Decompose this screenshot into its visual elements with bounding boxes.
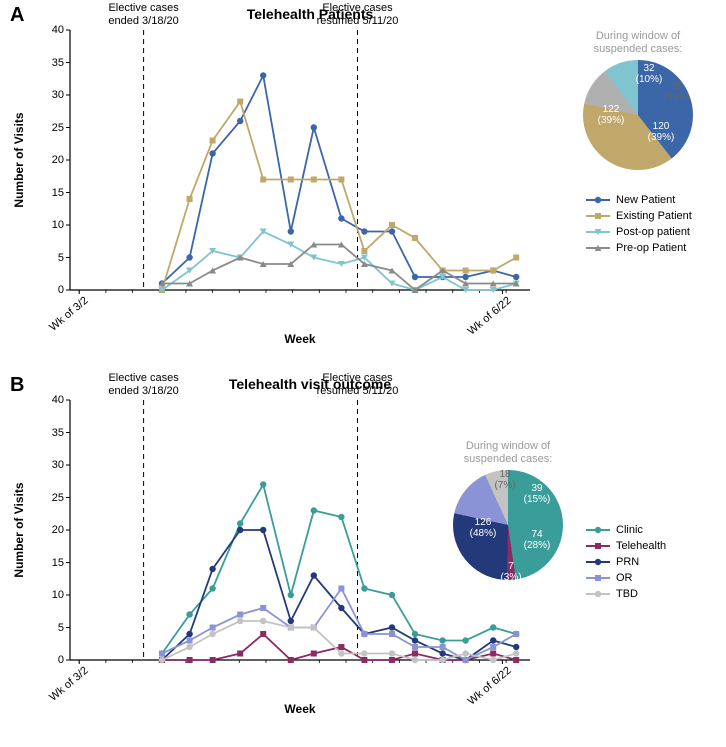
pie-a-caption-2: suspended cases: (594, 43, 683, 55)
pie-slice-label: 32(10%) (636, 63, 663, 85)
legend-item: PRN (586, 556, 716, 568)
pie-b-caption-2: suspended cases: (464, 453, 553, 465)
pie-slice-label: 122(39%) (598, 104, 625, 126)
panel-a-ylabel: Number of Visits (12, 30, 28, 290)
y-tick-label: 40 (34, 394, 70, 406)
pie-a-caption: During window of suspended cases: (568, 30, 708, 56)
legend-item: Post-op patient (586, 226, 716, 238)
y-tick-label: 30 (34, 89, 70, 101)
y-tick-label: 20 (34, 154, 70, 166)
pie-slice-label: 35(11%) (664, 81, 690, 103)
annotation-label: Elective casesresumed 5/11/20 (313, 372, 403, 398)
y-tick-label: 35 (34, 57, 70, 69)
y-tick-label: 5 (34, 252, 70, 264)
legend-item: Telehealth (586, 540, 716, 552)
pie-b-caption: During window of suspended cases: (438, 440, 578, 466)
annotation-label: Elective casesresumed 5/11/20 (313, 2, 403, 28)
panel-b: B Telehealth visit outcome Number of Vis… (0, 370, 726, 747)
legend-item: Existing Patient (586, 210, 716, 222)
legend-item: Pre-op Patient (586, 242, 716, 254)
legend-swatch (586, 556, 610, 568)
legend-swatch (586, 226, 610, 238)
legend-item: TBD (586, 588, 716, 600)
x-tick-label: Wk of 3/2 (44, 660, 91, 704)
legend-swatch (586, 242, 610, 254)
panel-a-xlabel: Week (70, 332, 530, 346)
legend-label: PRN (616, 556, 639, 568)
legend-label: Clinic (616, 524, 643, 536)
y-tick-label: 0 (34, 284, 70, 296)
panel-a: A Telehealth Patients Number of Visits 0… (0, 0, 726, 370)
y-tick-label: 10 (34, 589, 70, 601)
figure: A Telehealth Patients Number of Visits 0… (0, 0, 726, 747)
y-tick-label: 40 (34, 24, 70, 36)
legend-item: Clinic (586, 524, 716, 536)
annotation-label: Elective casesended 3/18/20 (99, 2, 189, 28)
pie-slice-label: 74(28%) (524, 529, 551, 551)
legend-swatch (586, 572, 610, 584)
y-tick-label: 35 (34, 427, 70, 439)
legend-item: New Patient (586, 194, 716, 206)
pie-b-caption-1: During window of (466, 440, 550, 452)
y-tick-label: 20 (34, 524, 70, 536)
y-tick-label: 15 (34, 187, 70, 199)
panel-a-pie-chart: 122(39%) 120(39%) 35(11%)32(10%) (583, 60, 693, 170)
panel-a-label: A (10, 4, 24, 27)
legend-label: OR (616, 572, 633, 584)
legend-label: TBD (616, 588, 638, 600)
y-tick-label: 5 (34, 622, 70, 634)
panel-a-plot: 0510152025303540Wk of 3/2Wk of 6/22Elect… (70, 30, 530, 290)
panel-b-pie-chart: 126(48%) 7(3%)74(28%) 39(15%) 18(7%) (453, 470, 563, 580)
panel-b-ylabel: Number of Visits (12, 400, 28, 660)
legend-label: New Patient (616, 194, 675, 206)
legend-swatch (586, 210, 610, 222)
panel-b-pie: During window of suspended cases: 126(48… (438, 440, 578, 580)
legend-swatch (586, 588, 610, 600)
legend-label: Pre-op Patient (616, 242, 686, 254)
panel-a-pie: During window of suspended cases: 122(39… (568, 30, 708, 170)
panel-b-legend: Clinic Telehealth PRN OR TBD (586, 520, 716, 604)
pie-slice-label: 18(7%) (494, 469, 515, 491)
panel-b-label: B (10, 374, 24, 397)
pie-slice-label: 120(39%) (648, 121, 675, 143)
annotation-label: Elective casesended 3/18/20 (99, 372, 189, 398)
y-tick-label: 30 (34, 459, 70, 471)
legend-label: Post-op patient (616, 226, 690, 238)
y-tick-label: 15 (34, 557, 70, 569)
legend-swatch (586, 540, 610, 552)
panel-a-legend: New Patient Existing Patient Post-op pat… (586, 190, 716, 258)
pie-slice-label: 7(3%) (500, 561, 521, 583)
y-tick-label: 25 (34, 492, 70, 504)
legend-swatch (586, 194, 610, 206)
legend-label: Existing Patient (616, 210, 692, 222)
legend-swatch (586, 524, 610, 536)
legend-item: OR (586, 572, 716, 584)
x-tick-label: Wk of 6/22 (462, 660, 514, 708)
y-tick-label: 0 (34, 654, 70, 666)
y-tick-label: 10 (34, 219, 70, 231)
pie-slice-label: 126(48%) (470, 517, 497, 539)
legend-label: Telehealth (616, 540, 666, 552)
pie-a-caption-1: During window of (596, 30, 680, 42)
panel-b-xlabel: Week (70, 702, 530, 716)
y-tick-label: 25 (34, 122, 70, 134)
pie-slice-label: 39(15%) (524, 483, 551, 505)
x-tick-label: Wk of 3/2 (44, 290, 91, 334)
x-tick-label: Wk of 6/22 (462, 290, 514, 338)
